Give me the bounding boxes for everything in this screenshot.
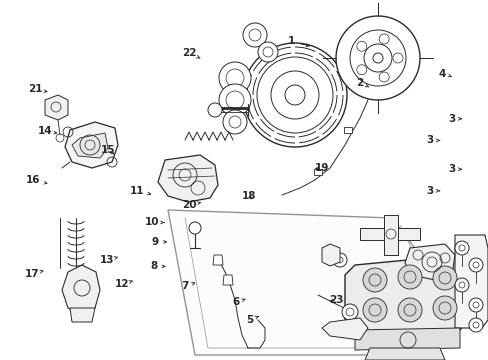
Text: 18: 18 <box>242 191 256 201</box>
Text: 11: 11 <box>129 186 150 196</box>
Circle shape <box>341 304 357 320</box>
Circle shape <box>432 266 456 290</box>
Polygon shape <box>321 244 339 266</box>
Circle shape <box>362 268 386 292</box>
Text: 17: 17 <box>24 269 43 279</box>
Text: 3: 3 <box>448 114 461 124</box>
Text: 1: 1 <box>287 36 308 46</box>
Text: 5: 5 <box>245 315 258 325</box>
Text: 3: 3 <box>426 186 439 196</box>
Text: 3: 3 <box>426 135 439 145</box>
Polygon shape <box>345 255 467 338</box>
Text: 6: 6 <box>232 297 244 307</box>
Polygon shape <box>70 308 95 322</box>
Text: 13: 13 <box>99 255 117 265</box>
Circle shape <box>243 23 266 47</box>
Circle shape <box>468 318 482 332</box>
Polygon shape <box>72 133 108 158</box>
Circle shape <box>397 265 421 289</box>
Polygon shape <box>454 235 487 328</box>
Circle shape <box>432 296 456 320</box>
Text: 20: 20 <box>182 200 200 210</box>
Text: 14: 14 <box>38 126 57 136</box>
Circle shape <box>223 110 246 134</box>
Circle shape <box>362 298 386 322</box>
Polygon shape <box>45 95 68 120</box>
Text: 3: 3 <box>448 164 461 174</box>
Circle shape <box>219 84 250 116</box>
Polygon shape <box>223 275 232 285</box>
Text: 16: 16 <box>26 175 47 185</box>
Polygon shape <box>354 328 459 350</box>
Circle shape <box>243 43 346 147</box>
Circle shape <box>258 42 278 62</box>
Text: 19: 19 <box>314 163 328 174</box>
Polygon shape <box>158 155 218 202</box>
Text: 2: 2 <box>355 78 368 88</box>
Circle shape <box>454 241 468 255</box>
Text: 12: 12 <box>115 279 132 289</box>
Polygon shape <box>383 215 397 255</box>
Text: 21: 21 <box>28 84 47 94</box>
Text: 22: 22 <box>182 48 200 58</box>
Polygon shape <box>343 127 351 133</box>
Circle shape <box>189 222 201 234</box>
Text: 7: 7 <box>181 281 194 291</box>
Circle shape <box>468 298 482 312</box>
Circle shape <box>468 258 482 272</box>
Text: 4: 4 <box>438 69 451 79</box>
Text: 8: 8 <box>150 261 164 271</box>
Circle shape <box>397 298 421 322</box>
Polygon shape <box>65 122 118 168</box>
Text: 9: 9 <box>152 237 166 247</box>
Circle shape <box>335 16 419 100</box>
Text: 15: 15 <box>100 145 115 156</box>
Polygon shape <box>321 318 367 340</box>
Polygon shape <box>364 348 444 360</box>
Polygon shape <box>62 265 100 315</box>
Polygon shape <box>404 244 454 280</box>
Text: 10: 10 <box>144 217 164 228</box>
Circle shape <box>454 278 468 292</box>
Circle shape <box>219 62 250 94</box>
Text: 23: 23 <box>328 294 343 305</box>
Polygon shape <box>168 210 434 355</box>
Polygon shape <box>313 169 321 175</box>
Polygon shape <box>213 255 223 265</box>
Circle shape <box>207 103 222 117</box>
Circle shape <box>332 253 346 267</box>
Polygon shape <box>359 228 419 240</box>
